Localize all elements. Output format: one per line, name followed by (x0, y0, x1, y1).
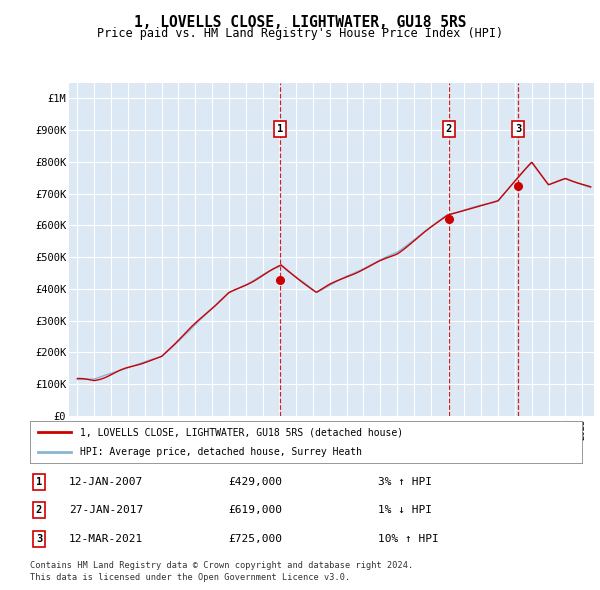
Text: 12-MAR-2021: 12-MAR-2021 (69, 534, 143, 543)
Text: £429,000: £429,000 (228, 477, 282, 487)
Text: 10% ↑ HPI: 10% ↑ HPI (378, 534, 439, 543)
Text: This data is licensed under the Open Government Licence v3.0.: This data is licensed under the Open Gov… (30, 572, 350, 582)
Text: 1, LOVELLS CLOSE, LIGHTWATER, GU18 5RS: 1, LOVELLS CLOSE, LIGHTWATER, GU18 5RS (134, 15, 466, 30)
Text: 2: 2 (446, 124, 452, 133)
Text: Contains HM Land Registry data © Crown copyright and database right 2024.: Contains HM Land Registry data © Crown c… (30, 560, 413, 570)
Text: 12-JAN-2007: 12-JAN-2007 (69, 477, 143, 487)
Text: Price paid vs. HM Land Registry's House Price Index (HPI): Price paid vs. HM Land Registry's House … (97, 27, 503, 40)
Text: 1% ↓ HPI: 1% ↓ HPI (378, 506, 432, 515)
Text: 3: 3 (515, 124, 521, 133)
Text: 27-JAN-2017: 27-JAN-2017 (69, 506, 143, 515)
Text: 1: 1 (36, 477, 42, 487)
Text: £725,000: £725,000 (228, 534, 282, 543)
Text: £619,000: £619,000 (228, 506, 282, 515)
Text: 3% ↑ HPI: 3% ↑ HPI (378, 477, 432, 487)
Text: 2: 2 (36, 506, 42, 515)
Text: HPI: Average price, detached house, Surrey Heath: HPI: Average price, detached house, Surr… (80, 447, 362, 457)
Text: 1, LOVELLS CLOSE, LIGHTWATER, GU18 5RS (detached house): 1, LOVELLS CLOSE, LIGHTWATER, GU18 5RS (… (80, 427, 403, 437)
Text: 1: 1 (277, 124, 283, 133)
Text: 3: 3 (36, 534, 42, 543)
